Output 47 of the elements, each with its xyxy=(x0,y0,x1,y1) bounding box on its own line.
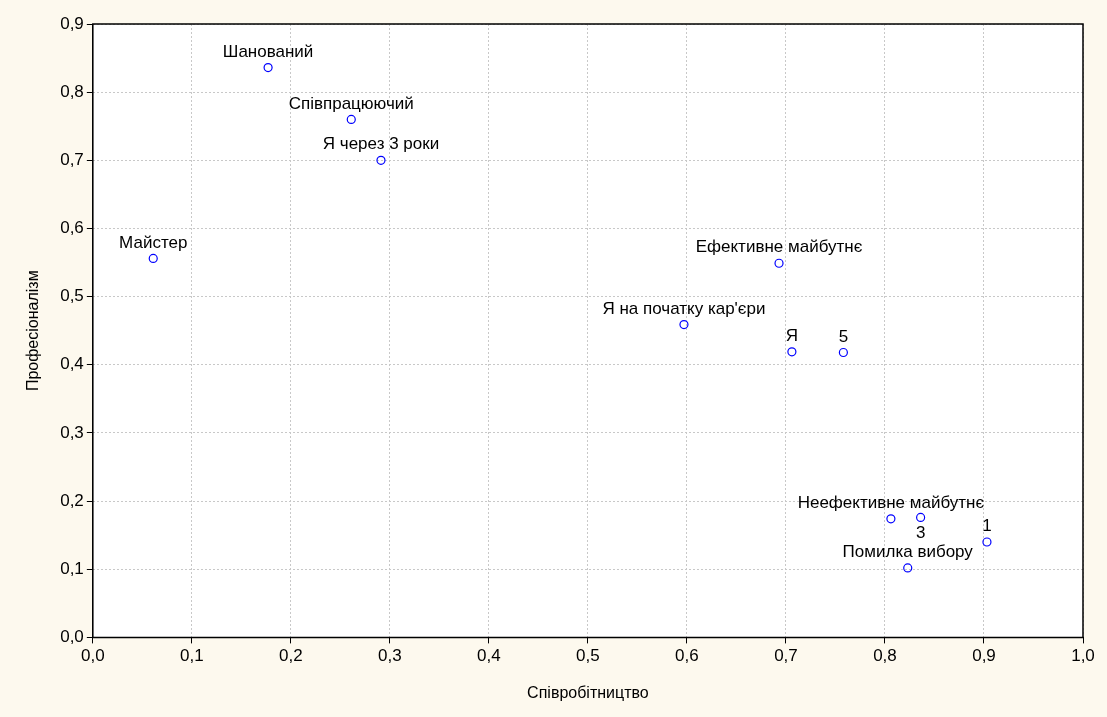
point xyxy=(263,63,273,73)
annotation: Помилка вибору xyxy=(842,542,974,562)
x-tick-label: 0,1 xyxy=(180,646,204,666)
annotation: 5 xyxy=(838,326,849,346)
y-tick-label: 0,9 xyxy=(60,13,84,33)
y-axis-title: Професіоналізм xyxy=(24,270,42,392)
x-tick-label: 1,0 xyxy=(1071,646,1095,666)
x-tick-label: 0,3 xyxy=(378,646,402,666)
x-tick-label: 0,4 xyxy=(477,646,501,666)
x-tick-label: 0,5 xyxy=(576,646,600,666)
annotation: Я xyxy=(785,326,799,346)
y-tick-label: 0,2 xyxy=(60,490,84,510)
annotation: Я на початку кар'єри xyxy=(602,298,766,318)
y-tick-label: 0,4 xyxy=(60,354,84,374)
annotation: Шанований xyxy=(222,41,314,61)
y-tick-label: 0,6 xyxy=(60,218,84,238)
annotation: 1 xyxy=(982,516,992,536)
point xyxy=(148,253,158,264)
point xyxy=(916,512,926,523)
x-tick-label: 0,6 xyxy=(675,646,699,666)
y-tick-label: 0,5 xyxy=(60,286,84,306)
annotation: Співпрацюючий xyxy=(288,93,414,113)
point xyxy=(886,514,896,524)
x-tick-label: 0,9 xyxy=(972,646,996,666)
y-tick-label: 0,3 xyxy=(60,422,84,442)
annotation: 3 xyxy=(915,522,926,542)
point xyxy=(376,155,386,165)
point xyxy=(903,563,913,573)
y-tick-label: 0,0 xyxy=(60,627,84,647)
x-tick-label: 0,2 xyxy=(279,646,303,666)
y-tick-label: 0,7 xyxy=(60,150,84,169)
y-tick-label: 0,1 xyxy=(60,558,84,578)
annotation: Ефективне майбутнє xyxy=(695,237,863,257)
x-tick-label: 0,8 xyxy=(873,646,897,666)
annotation: Я через 3 роки xyxy=(322,134,440,154)
annotation: Майстер xyxy=(119,232,188,252)
point xyxy=(838,347,848,358)
point xyxy=(774,258,784,268)
point xyxy=(679,319,689,330)
x-axis-title: Співробітництво xyxy=(527,683,649,701)
y-tick-label: 0,8 xyxy=(60,81,84,101)
x-tick-label: 0,0 xyxy=(81,646,105,666)
annotation: Неефективне майбутнє xyxy=(797,493,985,512)
point xyxy=(787,347,797,357)
point xyxy=(982,537,992,547)
x-tick-label: 0,7 xyxy=(774,646,798,666)
point xyxy=(346,114,356,125)
